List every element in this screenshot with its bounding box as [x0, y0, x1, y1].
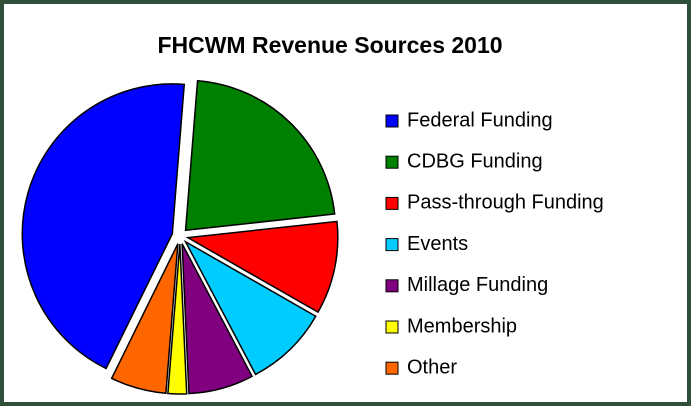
- pie-slice: [181, 243, 254, 395]
- legend-label: Other: [407, 356, 457, 378]
- legend-label: Millage Funding: [407, 274, 548, 296]
- legend-swatch: [385, 238, 399, 252]
- legend-label: CDBG Funding: [407, 150, 543, 172]
- pie-slice: [185, 220, 339, 314]
- legend-label: Events: [407, 233, 468, 255]
- chart-title: FHCWM Revenue Sources 2010: [157, 32, 502, 58]
- legend-swatch: [385, 155, 399, 169]
- pie-slice: [183, 239, 317, 376]
- legend-swatch: [385, 114, 399, 128]
- pie-slice: [21, 83, 186, 370]
- pie-slice: [167, 243, 188, 395]
- legend-swatch: [385, 196, 399, 210]
- legend-label: Federal Funding: [407, 109, 553, 131]
- pie-slice: [184, 79, 336, 232]
- legend-swatch: [385, 279, 399, 293]
- pie-slice: [110, 243, 179, 395]
- legend-label: Pass-through Funding: [407, 192, 604, 214]
- legend-swatch: [385, 320, 399, 334]
- legend-label: Membership: [407, 315, 517, 337]
- legend-swatch: [385, 361, 399, 375]
